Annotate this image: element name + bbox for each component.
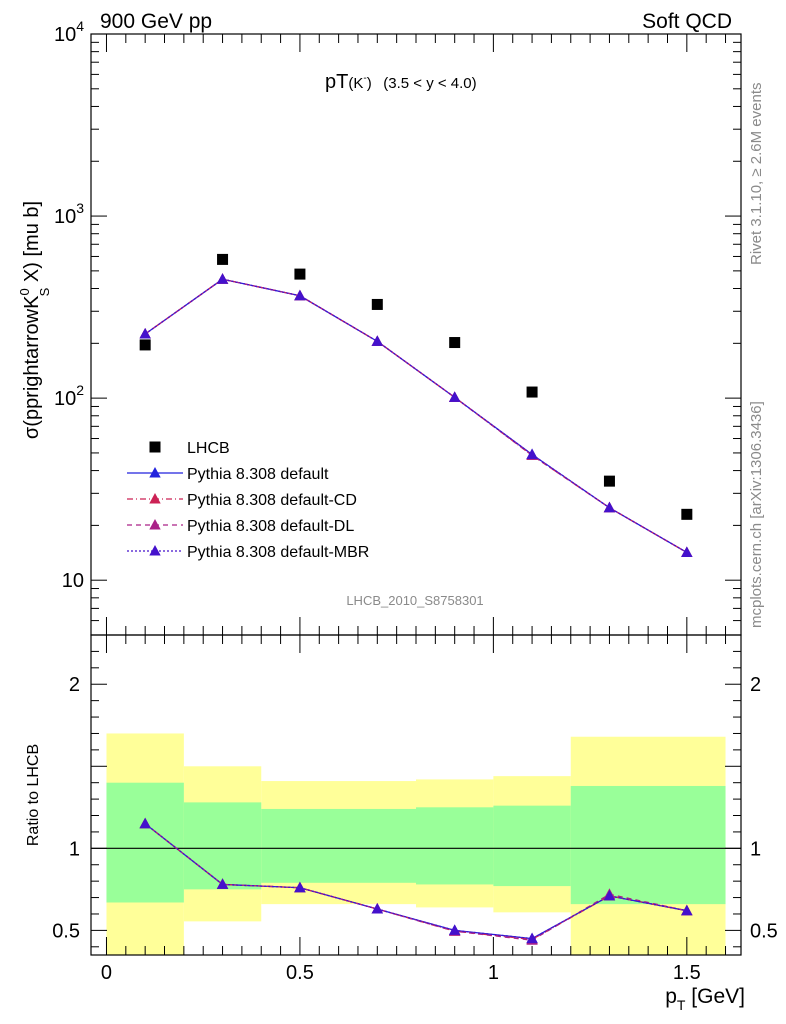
main-axis-ticks: 10 102 103 104 bbox=[54, 18, 741, 636]
series-line-3 bbox=[144, 278, 688, 554]
header-left: 900 GeV pp bbox=[100, 10, 212, 33]
plot-title-main: pT bbox=[325, 71, 348, 93]
ratio-line-3 bbox=[144, 823, 687, 940]
ratio-y-tick-label: 2 bbox=[69, 674, 80, 696]
y-tick-label: 10 bbox=[62, 570, 84, 592]
ratio-marker-3 bbox=[526, 932, 538, 944]
data-point bbox=[603, 475, 615, 487]
legend-marker-1 bbox=[149, 493, 161, 504]
x-axis-title: pT [GeV] bbox=[665, 985, 745, 1013]
rivet-version-text: Rivet 3.1.10, ≥ 2.6M events bbox=[748, 83, 765, 266]
data-point bbox=[294, 268, 306, 280]
ratio-inner-band bbox=[261, 808, 416, 883]
ratio-y-tick-label-right: 0.5 bbox=[750, 920, 778, 942]
header-right: Soft QCD bbox=[642, 10, 732, 33]
legend-marker-2 bbox=[149, 519, 161, 530]
ratio-inner-band bbox=[183, 802, 262, 890]
x-axis-title-rest: [GeV] bbox=[685, 985, 745, 1008]
ratio-marker-3 bbox=[294, 881, 306, 893]
ratio-y-tick-label-right: 2 bbox=[750, 674, 761, 696]
legend-marker-data bbox=[149, 441, 161, 453]
y-axis-title: σ(pprightarrowK0 S X) [mu b] bbox=[17, 201, 52, 439]
ratio-marker-3 bbox=[603, 889, 616, 901]
y-tick-label: 104 bbox=[54, 18, 84, 46]
ratio-uncertainty-bands bbox=[106, 733, 726, 955]
series-marker-3 bbox=[603, 501, 616, 513]
ratio-line-2 bbox=[144, 823, 687, 941]
mcplots-reference-text: mcplots.cern.ch [arXiv:1306.3436] bbox=[748, 401, 765, 628]
plot-title-close: ) bbox=[367, 75, 372, 92]
ratio-inner-band bbox=[106, 782, 184, 903]
data-point bbox=[681, 508, 693, 520]
ratio-marker-3 bbox=[139, 817, 151, 829]
y-tick-label: 103 bbox=[54, 200, 84, 228]
legend-label-0: Pythia 8.308 default bbox=[187, 466, 329, 483]
ratio-inner-band bbox=[570, 785, 726, 905]
ratio-plot-frame bbox=[90, 634, 742, 956]
x-tick-label: 0.5 bbox=[286, 962, 314, 984]
ratio-inner-band bbox=[416, 807, 494, 885]
plot-title-particle: (K bbox=[348, 75, 363, 92]
main-curves bbox=[139, 273, 693, 557]
x-tick-label: 1 bbox=[488, 962, 499, 984]
data-point bbox=[526, 386, 538, 398]
main-panel: 10 102 103 104 pT(K-) (3.5 < y < 4.0) LHCB_… bbox=[54, 18, 742, 636]
y-axis-title-rest: X) [mu b] bbox=[21, 201, 43, 288]
data-point bbox=[371, 298, 383, 310]
x-tick-label: 0 bbox=[101, 962, 112, 984]
ratio-y-tick-label-right: 1 bbox=[750, 838, 761, 860]
x-tick-label: 1.5 bbox=[673, 962, 701, 984]
ratio-marker-3 bbox=[216, 878, 229, 889]
ratio-curves bbox=[139, 817, 693, 945]
series-marker-3 bbox=[526, 448, 538, 460]
legend-label-data: LHCB bbox=[187, 440, 230, 457]
x-axis-title-sub: T bbox=[677, 997, 686, 1013]
series-marker-3 bbox=[448, 391, 461, 402]
legend-label-3: Pythia 8.308 default-MBR bbox=[187, 544, 369, 561]
data-point bbox=[217, 253, 229, 265]
ratio-y-tick-label: 1 bbox=[69, 838, 80, 860]
legend-marker-0 bbox=[149, 467, 161, 478]
series-marker-3 bbox=[294, 289, 306, 301]
data-point bbox=[449, 337, 461, 349]
plot-title-sup: - bbox=[363, 73, 366, 84]
legend: LHCB Pythia 8.308 default Pythia 8.308 def… bbox=[127, 440, 369, 561]
plot-title: pT(K-) (3.5 < y < 4.0) bbox=[325, 71, 477, 93]
series-marker-3 bbox=[371, 335, 384, 346]
main-data-points bbox=[139, 253, 693, 520]
y-axis-title-sup: 0 bbox=[17, 288, 32, 295]
data-point bbox=[139, 339, 151, 351]
ratio-axis-title: Ratio to LHCB bbox=[25, 744, 42, 846]
legend-label-2: Pythia 8.308 default-DL bbox=[187, 518, 354, 535]
ratio-axis-ticks: 0 0.5 1 1.5 0.5 0.5 1 1 2 2 bbox=[52, 634, 778, 984]
ratio-marker-3 bbox=[371, 903, 384, 914]
legend-label-1: Pythia 8.308 default-CD bbox=[187, 492, 357, 509]
series-marker-3 bbox=[216, 273, 229, 284]
y-axis-title-main: σ(pprightarrowK bbox=[21, 295, 43, 439]
ratio-marker-3 bbox=[681, 904, 693, 916]
legend-marker-3 bbox=[149, 545, 161, 556]
ratio-inner-band bbox=[493, 805, 571, 887]
series-marker-3 bbox=[681, 546, 693, 557]
ratio-marker-3 bbox=[448, 924, 461, 935]
y-axis-title-sub: S bbox=[37, 287, 52, 296]
plot-title-range: (3.5 < y < 4.0) bbox=[383, 75, 476, 92]
analysis-watermark: LHCB_2010_S8758301 bbox=[346, 593, 483, 608]
y-tick-label: 102 bbox=[54, 382, 84, 410]
series-marker-3 bbox=[139, 328, 151, 339]
x-axis-title-main: p bbox=[665, 985, 677, 1008]
ratio-y-tick-label: 0.5 bbox=[52, 920, 80, 942]
ratio-panel: 0 0.5 1 1.5 0.5 0.5 1 1 2 2 bbox=[52, 634, 778, 984]
